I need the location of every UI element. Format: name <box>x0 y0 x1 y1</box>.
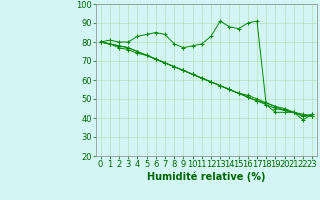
X-axis label: Humidité relative (%): Humidité relative (%) <box>147 172 266 182</box>
